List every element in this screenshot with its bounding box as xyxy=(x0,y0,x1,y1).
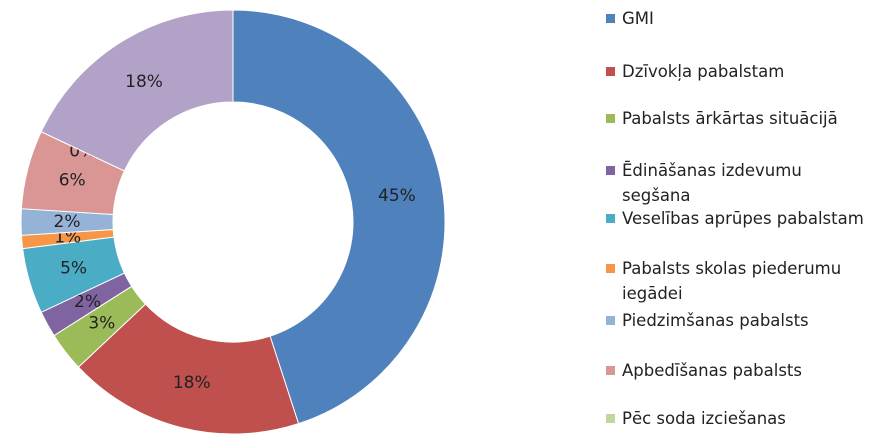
legend-label: Dzīvokļa pabalstam xyxy=(622,62,785,81)
slice xyxy=(40,9,234,172)
legend-label: Piedzimšanas pabalsts xyxy=(622,311,809,330)
slice xyxy=(232,9,446,425)
slice-label: 6% xyxy=(59,171,86,191)
legend-label: Pabalsts ārkārtas situācijā xyxy=(622,109,838,128)
legend-item: Pēc soda izciešanas xyxy=(606,406,876,431)
legend-swatch xyxy=(606,366,615,375)
slice-label: 5% xyxy=(60,258,87,278)
slice-label: 2% xyxy=(74,292,101,312)
legend-item: Dzīvokļa pabalstam xyxy=(606,59,876,84)
legend-swatch xyxy=(606,14,615,23)
chart: 45%18%3%2%5%1%2%6%0%18% xyxy=(20,9,446,434)
legend-label: Pabalsts skolas piederumu iegādei xyxy=(622,259,842,303)
slice-label: 18% xyxy=(125,72,163,92)
legend-label: Veselības aprūpes pabalstam xyxy=(622,209,864,228)
legend-swatch xyxy=(606,414,615,423)
legend-item: GMI xyxy=(606,6,876,31)
legend-label: Pēc soda izciešanas xyxy=(622,409,786,428)
slice-label: 2% xyxy=(54,212,81,232)
legend-swatch xyxy=(606,166,615,175)
slice-label: 18% xyxy=(173,373,211,393)
legend-item: Pabalsts ārkārtas situācijā xyxy=(606,106,876,131)
legend-swatch xyxy=(606,214,615,223)
legend-item: Pabalsts skolas piederumu iegādei xyxy=(606,256,876,306)
legend-item: Ēdināšanas izdevumu segšana xyxy=(606,158,876,208)
legend-swatch xyxy=(606,264,615,273)
legend-label: Apbedīšanas pabalsts xyxy=(622,361,802,380)
legend-swatch xyxy=(606,316,615,325)
legend-swatch xyxy=(606,114,615,123)
legend-item: Apbedīšanas pabalsts xyxy=(606,358,876,383)
legend-swatch xyxy=(606,67,615,76)
legend-label: Ēdināšanas izdevumu segšana xyxy=(622,161,802,205)
legend-item: Veselības aprūpes pabalstam xyxy=(606,206,876,231)
legend-item: Piedzimšanas pabalsts xyxy=(606,308,876,333)
legend-label: GMI xyxy=(622,9,654,28)
slice-label: 3% xyxy=(88,314,115,334)
slice-label: 45% xyxy=(378,186,416,206)
